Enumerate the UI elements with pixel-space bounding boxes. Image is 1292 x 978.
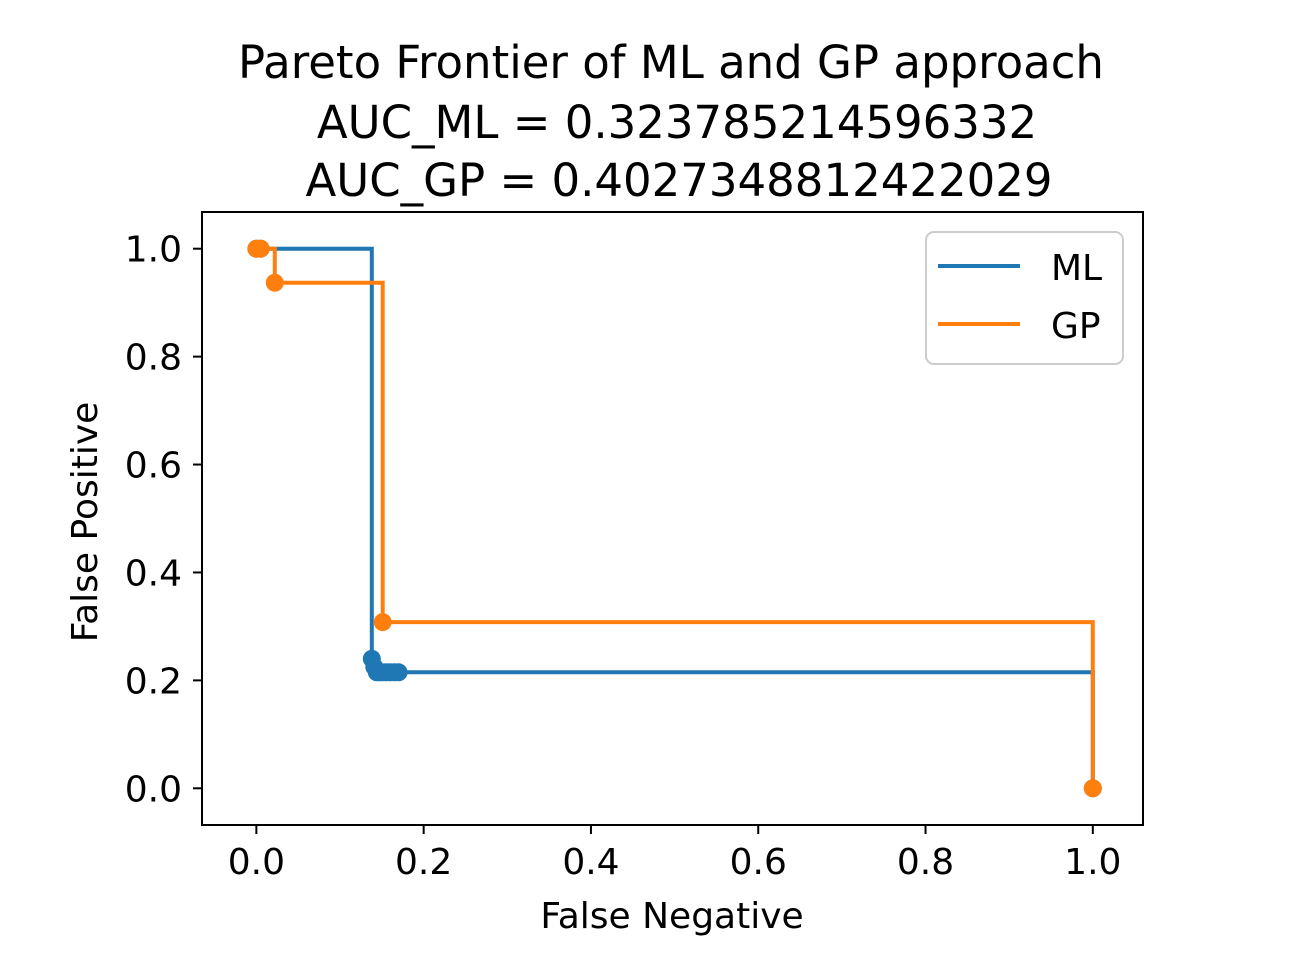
data-point-gp — [373, 613, 392, 632]
x-tick-label: 0.6 — [730, 842, 787, 883]
data-point-ml — [389, 663, 408, 682]
y-tick-label: 0.0 — [125, 769, 182, 810]
x-tick-label: 1.0 — [1064, 842, 1121, 883]
data-point-gp — [265, 273, 284, 292]
chart-title-line-1: Pareto Frontier of ML and GP approach — [238, 36, 1104, 89]
x-tick-label: 0.4 — [562, 842, 619, 883]
chart-title-line-2: AUC_ML = 0.323785214596332 — [317, 96, 1037, 149]
legend-label-gp: GP — [1051, 306, 1101, 347]
plot-frame — [201, 211, 1144, 826]
y-tick-label: 1.0 — [125, 230, 182, 271]
y-tick-label: 0.8 — [125, 338, 182, 379]
y-tick-label: 0.2 — [125, 661, 182, 702]
legend-label-ml: ML — [1051, 248, 1102, 289]
chart-title-line-3: AUC_GP = 0.4027348812422029 — [306, 154, 1053, 207]
y-axis-label: False Positive — [65, 402, 106, 643]
marker-layer — [247, 239, 1102, 798]
data-point-gp — [1083, 779, 1102, 798]
x-tick-label: 0.8 — [897, 842, 954, 883]
data-point-gp — [251, 239, 270, 258]
y-tick-label: 0.4 — [125, 553, 182, 594]
axes: 0.0 0.2 0.4 0.6 0.8 1.0 0.0 0.2 0.4 0.6 0.8 1.0 — [125, 211, 1144, 883]
x-tick-label: 0.0 — [228, 842, 285, 883]
legend: ML GP — [925, 231, 1124, 365]
x-tick-label: 0.2 — [395, 842, 452, 883]
x-axis-label: False Negative — [540, 896, 803, 937]
y-tick-label: 0.6 — [125, 446, 182, 487]
